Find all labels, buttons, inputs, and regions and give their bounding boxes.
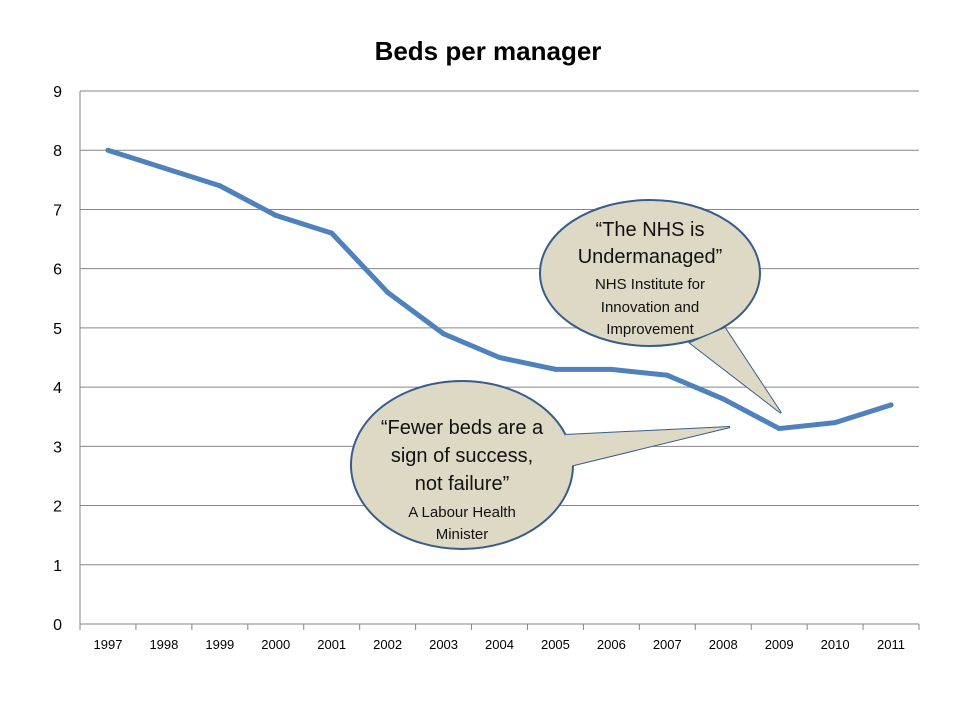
x-tick-label: 2004 xyxy=(485,637,514,652)
x-axis-tick-labels: 1997 1998 1999 2000 2001 2002 2003 2004 2005 2006… xyxy=(94,637,906,652)
speech-bubble-callout: “Fewer beds are a sign of success, not fai… xyxy=(350,380,731,550)
data-point xyxy=(105,147,111,153)
data-point xyxy=(441,331,447,337)
y-tick-label: 6 xyxy=(53,262,62,279)
x-tick-label: 2002 xyxy=(373,637,402,652)
callout-attribution-line: A Labour Health xyxy=(408,504,516,521)
y-tick-label: 1 xyxy=(53,558,62,575)
data-point xyxy=(888,402,894,408)
data-point xyxy=(664,372,670,378)
data-point xyxy=(273,212,279,218)
axes xyxy=(79,91,920,630)
callout-attribution-line: Innovation and xyxy=(601,299,699,316)
y-tick-label: 3 xyxy=(53,439,62,456)
callout-attribution-line: NHS Institute for xyxy=(595,276,705,293)
x-tick-label: 1997 xyxy=(94,637,123,652)
data-point xyxy=(161,165,167,171)
callout-quote-line: “Fewer beds are a xyxy=(381,417,544,439)
data-point xyxy=(385,289,391,295)
data-point xyxy=(608,366,614,372)
x-tick-label: 2010 xyxy=(821,637,850,652)
x-tick-label: 2008 xyxy=(709,637,738,652)
callout-attribution-line: Minister xyxy=(436,526,489,543)
data-point xyxy=(217,183,223,189)
y-axis-tick-labels: 0 1 2 3 4 5 6 7 8 9 xyxy=(53,84,62,634)
y-tick-label: 4 xyxy=(53,380,62,397)
y-tick-label: 2 xyxy=(53,499,62,516)
chart-title: Beds per manager xyxy=(375,36,602,66)
speech-bubble-callout: “The NHS is Undermanaged” NHS Institute fo… xyxy=(539,199,782,414)
data-point xyxy=(776,426,782,432)
y-tick-label: 8 xyxy=(53,143,62,160)
data-point xyxy=(329,230,335,236)
data-point xyxy=(552,366,558,372)
x-tick-label: 2003 xyxy=(429,637,458,652)
y-tick-label: 0 xyxy=(53,617,62,634)
x-tick-label: 1998 xyxy=(149,637,178,652)
callout-tail-fill xyxy=(565,427,730,466)
callout-bubble xyxy=(539,199,761,347)
callout-tail-fill xyxy=(690,328,781,413)
data-point xyxy=(832,420,838,426)
y-tick-label: 9 xyxy=(53,84,62,101)
x-tick-label: 2011 xyxy=(877,637,905,652)
callout-quote-line: “The NHS is xyxy=(596,219,705,241)
callouts: “The NHS is Undermanaged” NHS Institute fo… xyxy=(350,199,782,550)
x-tick-label: 2000 xyxy=(261,637,290,652)
y-tick-label: 5 xyxy=(53,321,62,338)
y-tick-label: 7 xyxy=(53,202,62,219)
data-point xyxy=(497,355,502,360)
callout-quote-line: Undermanaged” xyxy=(578,246,723,268)
gridlines xyxy=(80,90,919,566)
callout-attribution-line: Improvement xyxy=(606,321,694,338)
x-tick-label: 2005 xyxy=(541,637,570,652)
x-tick-label: 2006 xyxy=(597,637,626,652)
x-tick-label: 1999 xyxy=(205,637,234,652)
x-tick-label: 2007 xyxy=(653,637,682,652)
callout-quote-line: not failure” xyxy=(415,473,510,495)
series-layer xyxy=(105,147,894,432)
x-tick-label: 2009 xyxy=(765,637,794,652)
x-tick-label: 2001 xyxy=(317,637,346,652)
callout-quote-line: sign of success, xyxy=(391,445,533,467)
data-point xyxy=(720,396,726,402)
